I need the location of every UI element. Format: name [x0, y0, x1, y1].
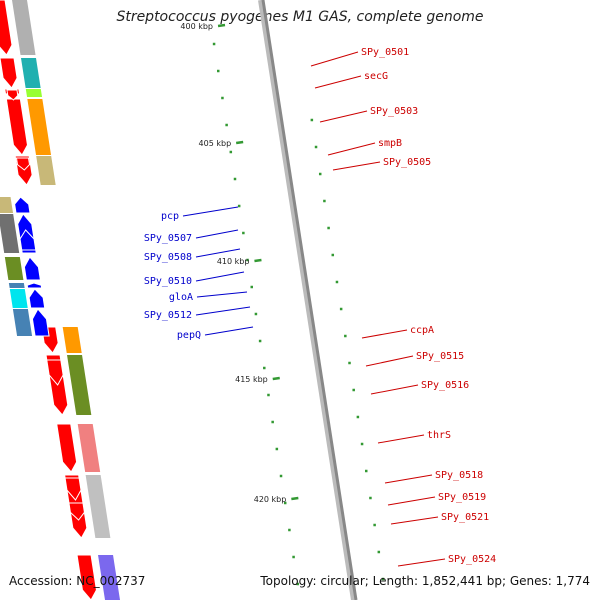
gene-leader-line	[362, 330, 407, 338]
gene-leader-line	[196, 272, 244, 281]
gene-leader-line	[378, 435, 424, 443]
reverse-gene-arrow	[27, 283, 41, 288]
backbone-shadow	[261, 0, 354, 600]
forward-gene-arrow	[0, 58, 17, 88]
gene-leader-line	[320, 111, 367, 122]
gene-label: SPy_0524	[448, 554, 496, 565]
gene-label: pepQ	[177, 330, 201, 341]
forward-gene-feature	[86, 475, 111, 538]
forward-gene-feature	[27, 99, 51, 155]
gene-label: gloA	[169, 292, 193, 303]
gene-label: pcp	[161, 211, 179, 222]
topology-text: Topology: circular; Length: 1,852,441 bp…	[260, 574, 590, 588]
gene-label: SPy_0518	[435, 470, 483, 481]
gene-label: SPy_0508	[144, 252, 192, 263]
major-tick	[254, 260, 261, 261]
tick-label: 400 kbp	[180, 22, 213, 31]
reverse-gene-feature	[0, 214, 19, 253]
gene-label: SPy_0512	[144, 310, 192, 321]
forward-gene-arrow	[0, 0, 12, 55]
gene-leader-line	[371, 385, 418, 394]
reverse-gene-arrow	[15, 197, 30, 213]
gene-label: SPy_0521	[441, 512, 489, 523]
gene-leader-line	[385, 475, 432, 483]
gene-label: SPy_0503	[370, 106, 418, 117]
gene-label: secG	[364, 71, 388, 82]
gene-leader-line	[196, 307, 250, 315]
gene-label: SPy_0516	[421, 380, 469, 391]
forward-gene-feature	[12, 0, 36, 55]
major-tick	[236, 142, 243, 143]
forward-gene-feature	[67, 355, 91, 415]
gene-leader-line	[366, 356, 413, 366]
reverse-gene-arrow	[24, 257, 40, 280]
major-tick	[291, 498, 298, 499]
gene-label: SPy_0501	[361, 47, 409, 58]
gene-label: thrS	[427, 430, 451, 441]
gene-leader-line	[197, 292, 247, 297]
reverse-gene-feature	[9, 283, 25, 288]
forward-gene-feature	[21, 58, 41, 88]
backbone	[263, 0, 356, 600]
accession-text: Accession: NC_002737	[9, 574, 145, 588]
gene-leader-line	[391, 517, 438, 524]
tick-label: 410 kbp	[217, 257, 250, 266]
gene-leader-line	[205, 327, 253, 335]
forward-gene-feature	[78, 424, 100, 472]
reverse-gene-arrow	[32, 309, 49, 336]
forward-gene-feature	[36, 156, 55, 185]
reverse-gene-feature	[5, 257, 24, 280]
forward-gene-arrow	[6, 99, 27, 155]
gene-label: SPy_0510	[144, 276, 192, 287]
reverse-gene-feature	[0, 197, 13, 213]
gene-leader-line	[315, 76, 361, 88]
tick-label: 405 kbp	[199, 139, 232, 148]
forward-gene-feature	[63, 327, 82, 353]
reverse-gene-arrow	[29, 289, 45, 308]
major-tick	[218, 25, 225, 26]
forward-gene-feature	[26, 89, 42, 97]
gene-leader-line	[311, 52, 358, 66]
forward-gene-arrow	[57, 424, 77, 472]
gene-leader-line	[388, 497, 435, 505]
tick-label: 420 kbp	[254, 495, 287, 504]
gene-label: ccpA	[410, 325, 434, 336]
gene-label: smpB	[378, 138, 402, 149]
gene-leader-line	[398, 559, 445, 566]
gene-label: SPy_0519	[438, 492, 486, 503]
gene-label: SPy_0515	[416, 351, 464, 362]
tick-label: 415 kbp	[235, 375, 268, 384]
gene-leader-line	[196, 249, 240, 257]
gene-label: SPy_0505	[383, 157, 431, 168]
gene-leader-line	[328, 143, 375, 155]
reverse-gene-feature	[10, 289, 28, 308]
gene-leader-line	[333, 162, 380, 170]
genome-map: 400 kbp 405 kbp 410 kbp 415 kbp 420 kbp SPy_0…	[0, 0, 600, 600]
reverse-gene-feature	[13, 309, 32, 336]
gene-leader-line	[183, 207, 238, 216]
major-tick	[273, 378, 280, 379]
gene-label: SPy_0507	[144, 233, 192, 244]
gene-leader-line	[196, 230, 238, 238]
